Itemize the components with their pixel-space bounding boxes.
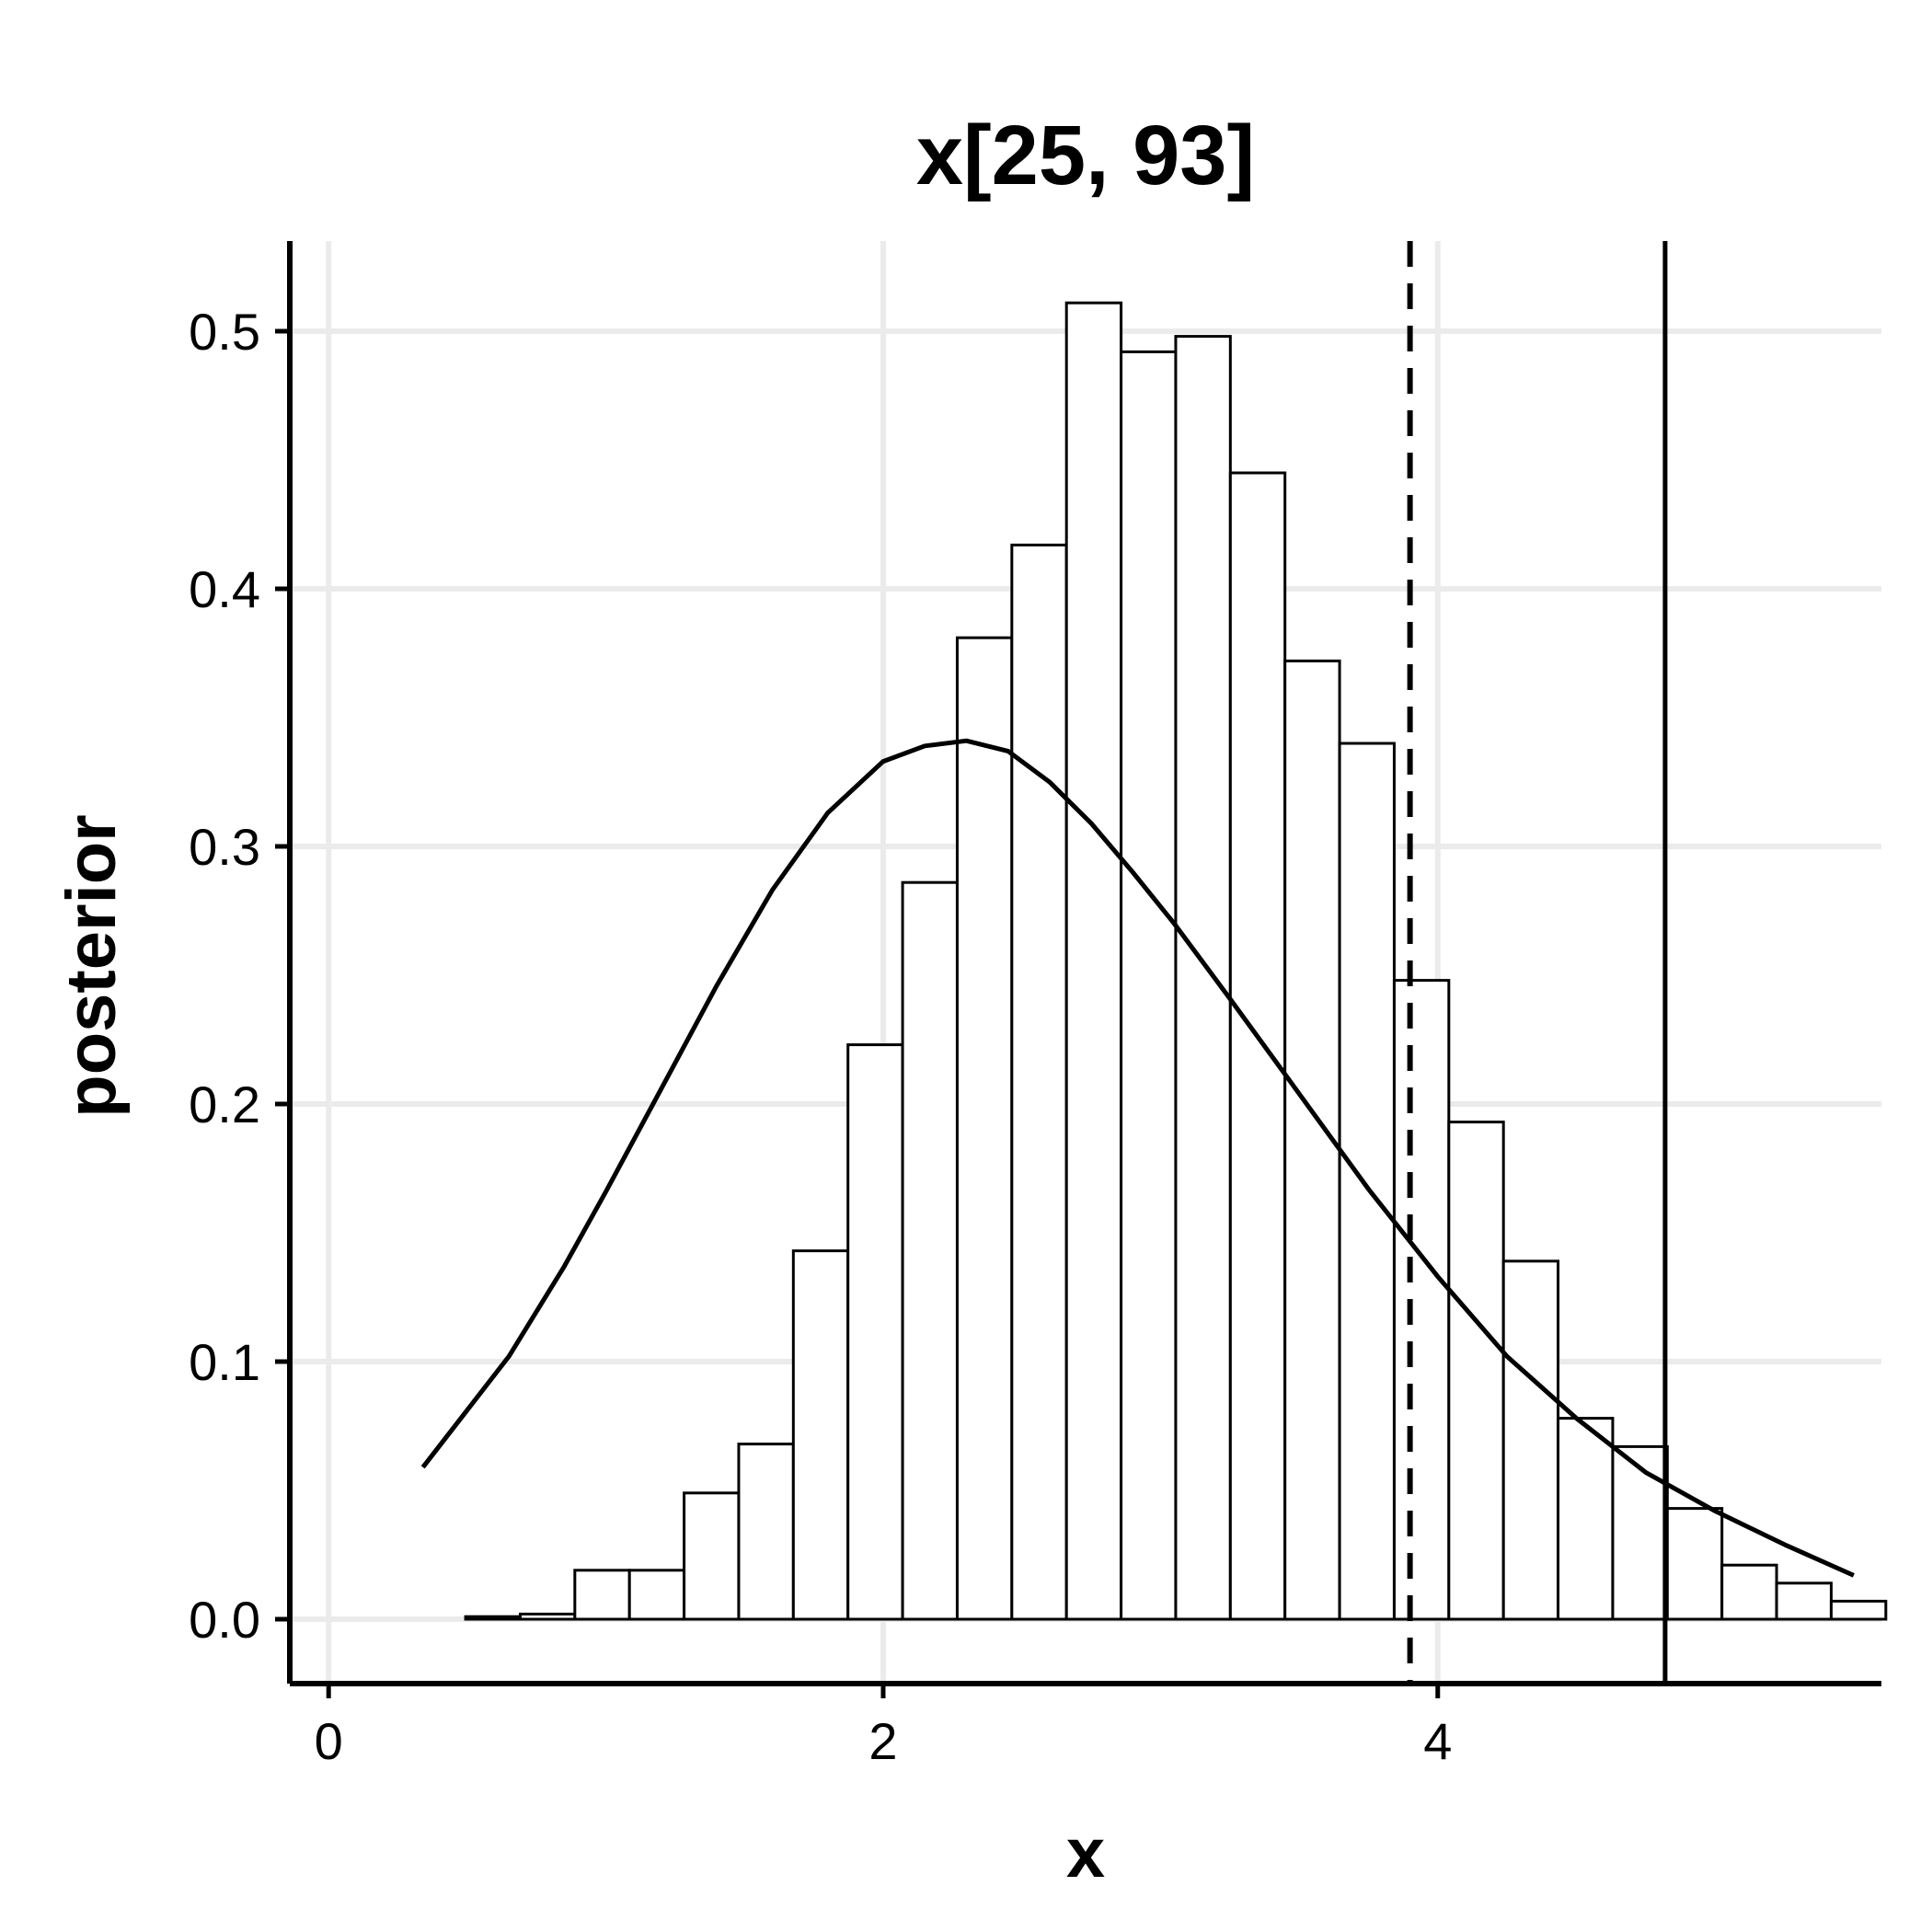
y-tick-label: 0.3 [189,818,260,876]
histogram-bar [573,1569,631,1621]
histogram-bar [1120,350,1178,1621]
histogram-bar [1829,1599,1888,1621]
histogram-bar [1557,1417,1615,1621]
x-tick-label: 4 [1423,1712,1452,1770]
density-curve [420,738,1855,1578]
histogram-bar [1611,1444,1669,1621]
reference-lines [1407,241,1668,1684]
histogram-bar [627,1569,686,1621]
histogram-bar [1501,1259,1560,1621]
histogram-bar [901,880,959,1621]
histogram-bar [737,1443,795,1621]
histogram-bar [1174,335,1232,1621]
x-tick-label: 2 [868,1712,897,1770]
histogram-bar [1720,1563,1778,1621]
tick-labels: 0 2 4 0.0 0.1 0.2 0.3 0.4 0.5 [189,303,1452,1770]
y-tick-label: 0.4 [189,560,260,618]
histogram-bar [683,1491,741,1621]
density-curve-layer [420,738,1855,1578]
histogram-bar [1447,1121,1505,1621]
histogram-bar [955,636,1014,1621]
histogram-bar [1010,543,1068,1621]
axes [275,241,1881,1698]
y-tick-label: 0.2 [189,1075,260,1133]
y-axis-label: posterior [52,814,131,1117]
histogram-bar [518,1612,577,1621]
histogram-bar [791,1249,850,1621]
histogram-bar [1338,742,1396,1621]
chart-title: x[25, 93] [916,109,1255,202]
histogram-bars [464,301,1888,1621]
histogram-bar [1228,471,1287,1621]
histogram-bar [1392,979,1451,1621]
x-tick-label: 0 [315,1712,343,1770]
y-tick-label: 0.5 [189,303,260,361]
histogram-bar [1665,1507,1724,1621]
y-tick-label: 0.1 [189,1333,260,1391]
histogram-bar [1775,1581,1833,1621]
y-tick-label: 0.0 [189,1591,260,1649]
histogram-bar [464,1615,522,1621]
x-axis-label: x [1066,1814,1105,1892]
histogram-bar [1064,301,1123,1621]
histogram-bar [846,1043,904,1621]
